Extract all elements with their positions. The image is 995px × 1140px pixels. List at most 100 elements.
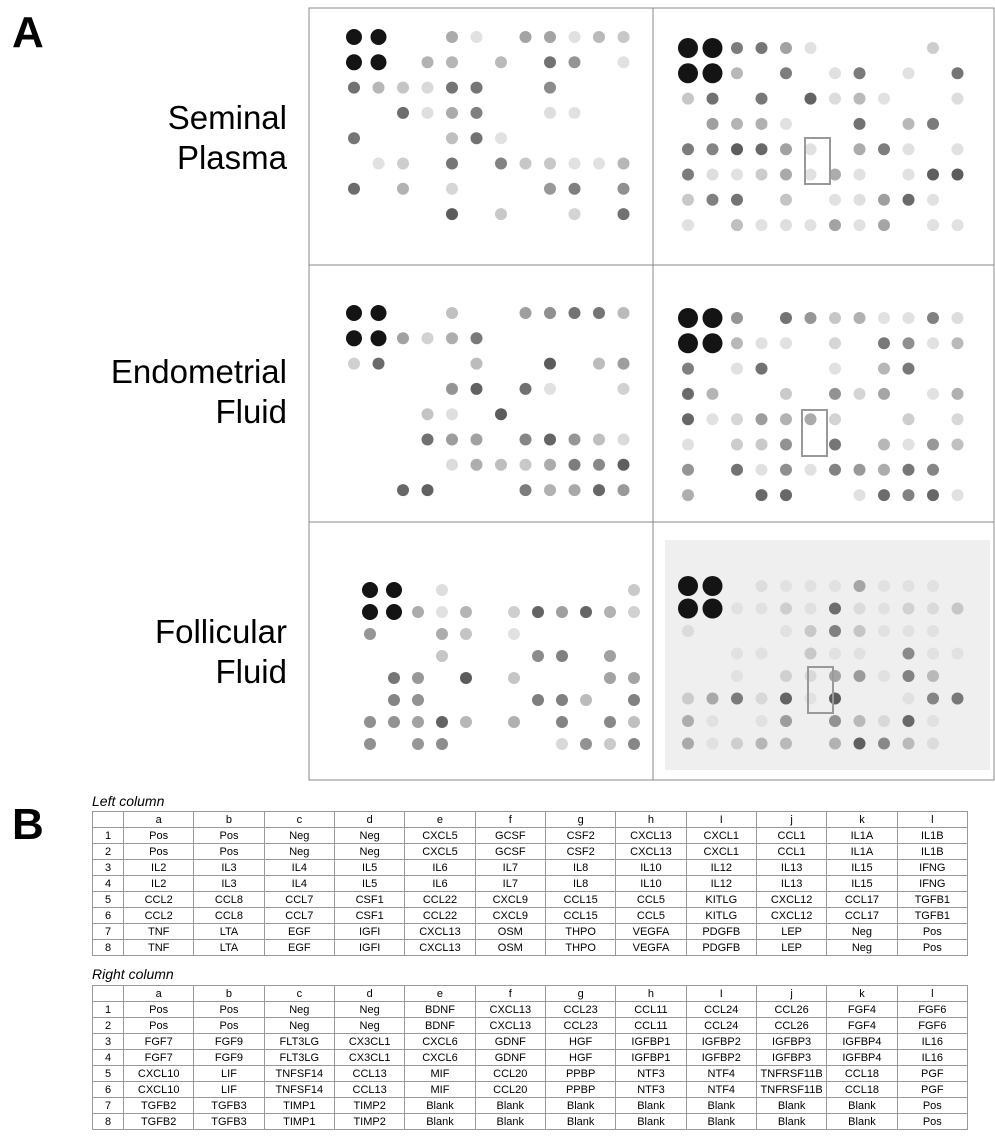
blot-dot	[902, 168, 915, 181]
header-cell: k	[826, 985, 898, 1002]
blot-dot	[731, 737, 743, 750]
blot-dot	[927, 670, 939, 682]
blot-dot	[678, 308, 698, 328]
header-cell: I	[685, 985, 757, 1002]
blot-dot	[682, 387, 694, 400]
blot-dot	[702, 576, 723, 596]
blot-dot	[617, 433, 630, 446]
blot-dot	[532, 694, 544, 706]
blot-dot	[829, 67, 841, 80]
table-cell: CCL11	[615, 1017, 687, 1034]
blot-dot	[628, 716, 640, 728]
blot-dot	[519, 484, 532, 497]
table-cell: CCL24	[685, 1017, 757, 1034]
table-cell: LEP	[755, 923, 828, 940]
blot-dot	[346, 54, 362, 71]
blot-dot	[617, 357, 630, 370]
blot-dot	[731, 438, 743, 451]
table-cell: CCL15	[544, 891, 617, 908]
blot-dot	[470, 433, 483, 446]
blot-dot	[902, 737, 915, 750]
blot-dot	[495, 408, 507, 421]
blot-dot	[446, 408, 458, 421]
blot-dot	[804, 143, 817, 156]
blot-dot	[495, 157, 507, 170]
blot-dot	[460, 606, 472, 618]
table-cell: PDGFB	[685, 939, 757, 956]
blot-dot	[348, 81, 360, 94]
blot-dot	[927, 647, 939, 660]
blot-dot	[544, 458, 556, 471]
blot-dot	[780, 463, 792, 476]
blot-dot	[927, 219, 939, 232]
table-cell: 6	[92, 907, 124, 924]
table-cell: Neg	[263, 827, 335, 844]
table-cell: TGFB1	[896, 891, 969, 908]
blot-dot	[346, 305, 362, 321]
table-cell: Blank	[474, 1097, 546, 1114]
blot-dot	[544, 81, 556, 94]
row-label-line: Fluid	[215, 653, 287, 690]
blot-dot	[508, 628, 520, 640]
row-label-line: Fluid	[215, 393, 287, 430]
blot-dot	[544, 484, 556, 497]
blot-dot	[951, 387, 964, 400]
blot-dot	[927, 117, 939, 130]
blot-dot	[927, 337, 939, 350]
blot-dot	[593, 157, 605, 170]
blot-dot	[460, 672, 472, 684]
header-cell: j	[755, 985, 828, 1002]
table-cell: CCL7	[263, 907, 335, 924]
header-cell: b	[193, 811, 265, 828]
blot-dot	[902, 692, 915, 705]
blot-dot	[362, 582, 378, 598]
table-cell: TGFB1	[896, 907, 969, 924]
row-label: Seminal Plasma	[168, 98, 287, 178]
table-cell: GCSF	[474, 843, 546, 860]
blot-dot	[927, 438, 939, 451]
table-cell: CCL20	[474, 1065, 546, 1082]
blot-dot	[731, 337, 743, 350]
table-cell: IL13	[755, 875, 828, 892]
blot-dot	[682, 692, 694, 705]
table-cell: NTF3	[615, 1065, 687, 1082]
blot-dot	[755, 117, 768, 130]
table-cell: IL5	[333, 859, 406, 876]
blot-dot	[593, 31, 605, 43]
table-cell: BDNF	[404, 1001, 476, 1018]
table-cell: CCL11	[615, 1001, 687, 1018]
table-cell: PGF	[896, 1065, 969, 1082]
blot-dot	[853, 602, 866, 615]
table-cell: LEP	[755, 939, 828, 956]
table-cell: CCL8	[193, 907, 265, 924]
table-cell: FLT3LG	[263, 1049, 335, 1066]
blot-dot	[731, 193, 743, 206]
table-cell: TGFB2	[122, 1097, 195, 1114]
blot-dot	[386, 582, 402, 598]
blot-dot	[544, 157, 556, 170]
blot-dot	[755, 337, 768, 350]
blot-dot	[927, 737, 939, 750]
table-cell: IL15	[826, 875, 898, 892]
blot-dot	[397, 484, 409, 497]
blot-dot	[804, 625, 817, 637]
table-cell: IGFBP1	[615, 1033, 687, 1050]
blot-dot	[446, 81, 458, 94]
blot-dot	[519, 31, 532, 43]
blot-dot	[804, 168, 817, 181]
table-cell: Blank	[474, 1113, 546, 1130]
blot-dot	[568, 307, 581, 319]
blot-dot	[927, 715, 939, 727]
blot-dot	[731, 670, 743, 682]
table-cell: IGFI	[333, 923, 406, 940]
table-cell: TNFSF14	[263, 1081, 335, 1098]
blot-dot	[780, 692, 792, 705]
blot-dot	[702, 63, 723, 84]
blot-dot	[532, 606, 544, 618]
table-cell: CXCL13	[615, 843, 687, 860]
corner-cell	[92, 811, 124, 828]
blot-dot	[829, 580, 841, 592]
blot-dot	[412, 694, 424, 706]
table-cell: LIF	[193, 1065, 265, 1082]
table-cell: CXCL9	[474, 891, 546, 908]
